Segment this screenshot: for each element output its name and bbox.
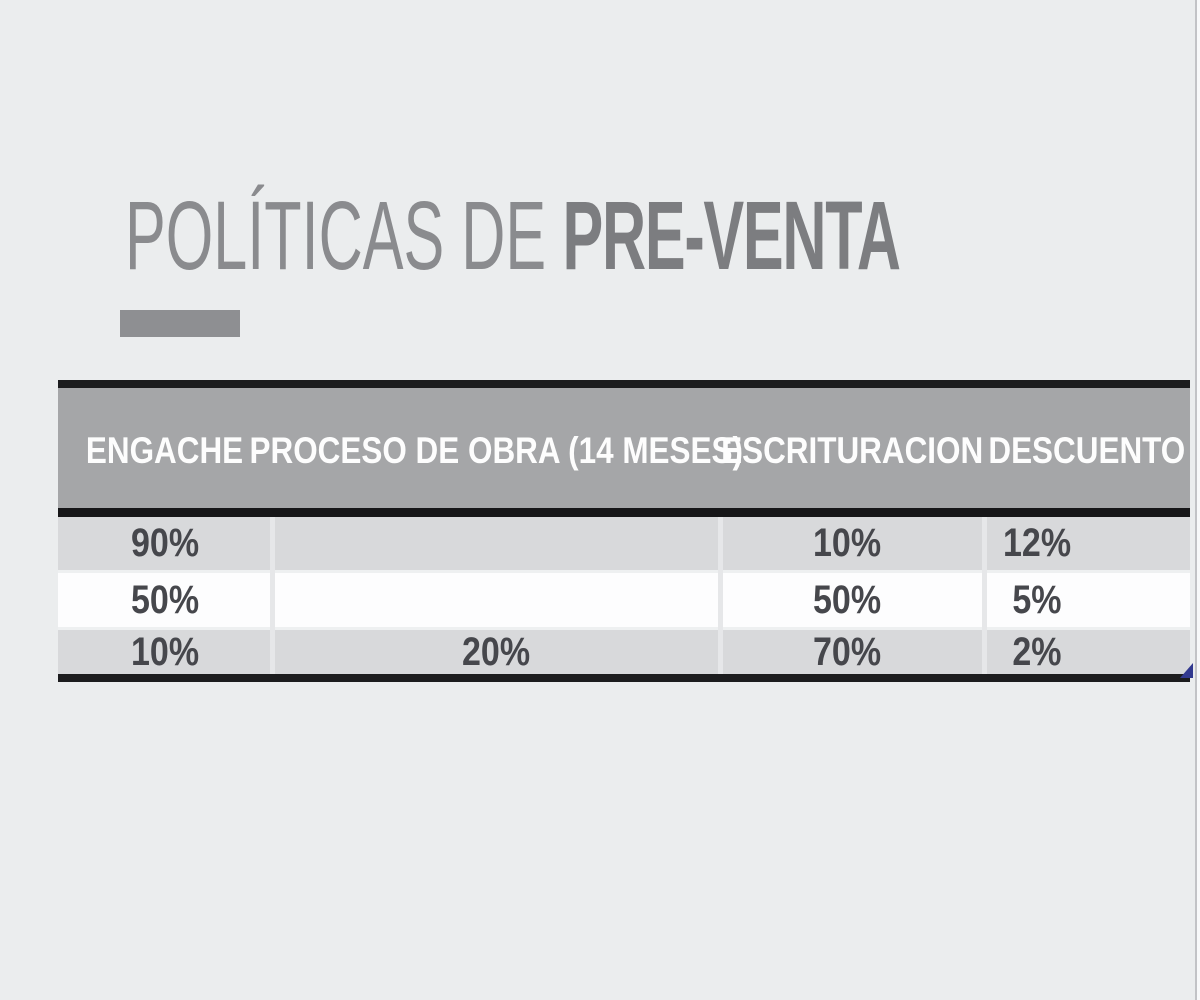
table-cell: 50%: [130, 577, 200, 622]
table-row: 90% 10% 12%: [58, 517, 1190, 570]
table-top-border: [58, 380, 1190, 388]
table-bottom-border: [58, 674, 1190, 682]
table-body: 90% 10% 12% 50% 50% 5% 10% 20% 70% 2%: [58, 517, 1190, 674]
table-cell: 5%: [1012, 577, 1062, 622]
table-cell: [272, 573, 720, 627]
column-divider: [718, 517, 723, 674]
row-divider: [58, 570, 1190, 573]
screen-right-edge-line: [1195, 0, 1197, 1000]
table-resize-handle-icon[interactable]: [1180, 663, 1193, 678]
table-row: 10% 20% 70% 2%: [58, 630, 1190, 674]
screen-right-edge-highlight: [1197, 0, 1200, 1000]
column-divider: [270, 517, 275, 674]
table-cell: 20%: [461, 629, 531, 674]
page-title: POLÍTICAS DE PRE-VENTA: [125, 187, 901, 284]
table-cell: [272, 517, 720, 570]
table-cell: 90%: [130, 521, 200, 565]
table-cell: 10%: [812, 521, 882, 565]
column-header-escrituracion: ESCRITURACION: [720, 430, 984, 471]
column-header-engache: ENGACHE: [86, 430, 244, 471]
table-header-row: ENGACHE PROCESO DE OBRA (14 MESES) ESCRI…: [58, 388, 1190, 508]
column-divider: [982, 517, 987, 674]
table-cell: 12%: [1002, 521, 1072, 565]
page-title-bold: PRE-VENTA: [562, 181, 901, 290]
table-cell: 10%: [130, 629, 200, 674]
column-header-descuento: DESCUENTO: [988, 430, 1186, 471]
row-divider: [58, 627, 1190, 630]
page-title-light: POLÍTICAS DE: [125, 181, 547, 290]
title-accent-bar: [120, 310, 240, 337]
table-cell: 70%: [812, 629, 882, 674]
table-cell: 50%: [812, 577, 882, 622]
column-header-proceso-de-obra: PROCESO DE OBRA (14 MESES): [249, 430, 743, 471]
header-separator-border: [58, 508, 1190, 517]
table-cell: 2%: [1012, 629, 1062, 674]
table-row: 50% 50% 5%: [58, 573, 1190, 627]
